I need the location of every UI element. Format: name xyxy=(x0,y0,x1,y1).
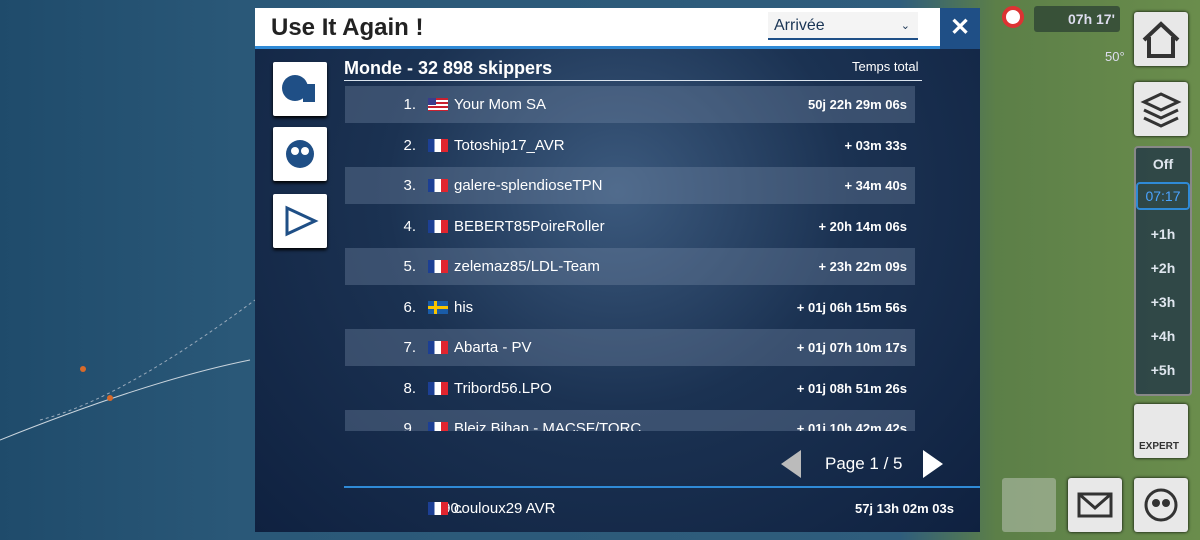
total-time: + 01j 08h 51m 26s xyxy=(796,380,907,396)
rank: 4. xyxy=(403,217,416,235)
rank: 6. xyxy=(403,298,416,316)
total-time: + 01j 07h 10m 17s xyxy=(796,340,907,355)
layers-button[interactable] xyxy=(1134,82,1188,136)
flag-icon xyxy=(428,138,448,152)
time-option: +4h xyxy=(1150,328,1176,344)
rank: 9. xyxy=(403,420,416,431)
total-time: 57j 13h 02m 03s xyxy=(854,501,954,516)
time-option: +5h xyxy=(1150,362,1176,378)
prev-page[interactable] xyxy=(779,448,803,480)
ranking-dialog: Use It Again ! Arrivée ⌄ ✕ Monde - 32 898… xyxy=(255,8,980,532)
map-lines xyxy=(0,299,256,441)
page-indicator: Page 1 / 5 xyxy=(825,454,903,473)
time-option: Off xyxy=(1152,156,1174,172)
ranking-row: 9. Bleiz Bihan - MACSF/TORC + 01j 10h 42m … xyxy=(345,410,915,431)
skipper-name: zelemaz85/LDL-Team xyxy=(454,258,600,275)
tab-friends[interactable] xyxy=(273,127,327,181)
ranking-row: 8. Tribord56.LPO + 01j 08h 51m 26s xyxy=(345,370,915,407)
rank: 7. xyxy=(403,339,416,356)
total-time: 50j 22h 29m 06s xyxy=(807,97,907,112)
rank: 8. xyxy=(403,379,416,397)
rank: 5. xyxy=(403,258,416,275)
ranking-row: 2. Totoship17_AVR + 03m 33s xyxy=(345,127,915,164)
dialog-title: Use It Again ! xyxy=(271,14,424,41)
time-option: 07:17 xyxy=(1136,182,1190,210)
flag-icon xyxy=(428,502,448,515)
ranking-row: 5. zelemaz85/LDL-Team + 23h 22m 09s xyxy=(345,248,915,285)
ranking-row: 1. Your Mom SA 50j 22h 29m 06s xyxy=(345,86,915,123)
flag-icon xyxy=(428,422,448,431)
ranking-row: 4. BEBERT85PoireRoller + 20h 14m 06s xyxy=(345,208,915,245)
clock: 07h 17' xyxy=(1068,11,1115,27)
total-time: + 01j 06h 15m 56s xyxy=(796,299,907,315)
own-rank-row: 390. couloux29 AVR 57j 13h 02m 03s xyxy=(345,490,962,527)
compass-button[interactable] xyxy=(1002,478,1056,532)
total-time: + 20h 14m 06s xyxy=(818,218,907,234)
rank: 1. xyxy=(403,96,416,113)
next-page[interactable] xyxy=(921,448,945,480)
flag-icon xyxy=(428,300,448,314)
skipper-name: Your Mom SA xyxy=(454,96,546,113)
mail-button[interactable] xyxy=(1068,478,1122,532)
divider xyxy=(344,80,922,81)
tab-world[interactable] xyxy=(273,62,327,116)
skipper-name: Totoship17_AVR xyxy=(454,136,565,154)
skipper-name: his xyxy=(454,298,474,316)
rank: 3. xyxy=(403,177,416,194)
wind-heading: 50° xyxy=(1105,49,1125,64)
skipper-name: Bleiz Bihan - MACSF/TORC xyxy=(454,420,642,431)
skipper-name: couloux29 AVR xyxy=(454,500,556,517)
ranking-list: 1. Your Mom SA 50j 22h 29m 06s 2. Totoship17… xyxy=(345,86,915,431)
flag-icon xyxy=(428,98,448,111)
ranking-heading: Monde - 32 898 skippers xyxy=(344,58,553,78)
title-bar: Use It Again ! Arrivée ⌄ xyxy=(255,8,940,49)
total-time: + 23h 22m 09s xyxy=(818,259,907,274)
time-option: +3h xyxy=(1150,294,1176,310)
time-option: +1h xyxy=(1150,226,1176,242)
skipper-name: Abarta - PV xyxy=(454,339,532,356)
dropdown-value: Arrivée xyxy=(774,17,825,34)
expert-label: EXPERT xyxy=(1139,441,1180,452)
ranking-row: 3. galere-splendioseTPN + 34m 40s xyxy=(345,167,915,204)
skipper-name: BEBERT85PoireRoller xyxy=(454,217,605,235)
lifebuoy-icon[interactable] xyxy=(1002,6,1024,28)
total-time: + 01j 10h 42m 42s xyxy=(796,421,907,431)
flag-icon xyxy=(428,260,448,273)
close-button[interactable]: ✕ xyxy=(940,8,980,49)
column-header: Temps total xyxy=(852,59,919,74)
dropdown[interactable]: Arrivée ⌄ xyxy=(768,12,918,40)
clock-box: 07h 17' xyxy=(1034,6,1120,32)
divider xyxy=(344,486,980,488)
time-panel: Off 07:17 +1h +2h +3h +4h +5h xyxy=(1134,146,1192,396)
skipper-name: Tribord56.LPO xyxy=(454,379,552,397)
rank: 2. xyxy=(403,136,416,154)
skipper-name: galere-splendioseTPN xyxy=(454,177,603,194)
flag-icon xyxy=(428,219,448,233)
ranking-row: 7. Abarta - PV + 01j 07h 10m 17s xyxy=(345,329,915,366)
total-time: + 34m 40s xyxy=(844,178,907,193)
tab-race[interactable] xyxy=(273,194,327,248)
expert-button[interactable]: EXPERT xyxy=(1134,404,1188,458)
flag-icon xyxy=(428,381,448,395)
total-time: + 03m 33s xyxy=(844,137,907,153)
social-button[interactable] xyxy=(1134,478,1188,532)
ranking-row: 6. his + 01j 06h 15m 56s xyxy=(345,289,915,326)
flag-icon xyxy=(428,179,448,192)
flag-icon xyxy=(428,341,448,354)
home-button[interactable] xyxy=(1134,12,1188,66)
time-option: +2h xyxy=(1150,260,1176,276)
